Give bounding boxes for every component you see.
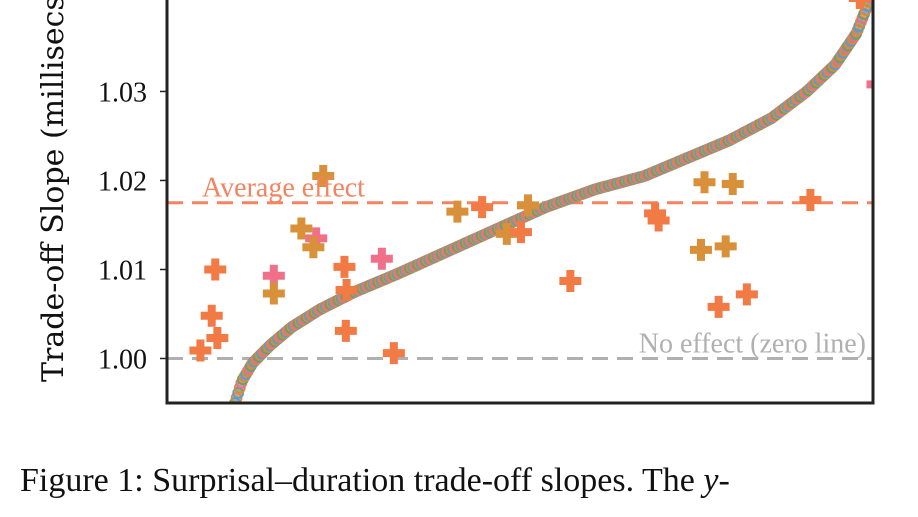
no-effect-label: No effect (zero line) [639,328,866,359]
plus-marker-11 [335,278,358,301]
y-tick-label-3: 1.03 [98,77,147,108]
y-tick-label-0: 1.00 [98,344,147,375]
plus-marker-1 [200,304,223,327]
plus-marker-10 [333,255,356,278]
plus-marker-26 [714,235,737,258]
outlier-markers [189,0,873,365]
plus-marker-6 [312,165,335,188]
plus-marker-4 [262,264,285,287]
chart: Trade-off Slope (millisecs 1.00 1.01 1.02 1.… [36,0,875,405]
plus-marker-3 [189,339,212,362]
plus-marker-0 [204,258,227,281]
plus-marker-8 [290,217,313,240]
y-tick-label-1: 1.01 [98,255,147,286]
plus-marker-16 [471,196,494,219]
caption-italic-y: y [703,462,719,499]
plus-marker-12 [334,319,357,342]
caption-text: Figure 1: Surprisal–duration trade-off s… [20,462,704,499]
plus-marker-25 [689,238,712,261]
plus-marker-18 [509,221,532,244]
plus-marker-9 [302,236,325,259]
plus-marker-2 [206,327,229,350]
plus-marker-30 [848,0,871,9]
plus-marker-29 [799,189,822,212]
average-effect-label: Average effect [202,173,365,204]
ranked-slope-curve [229,0,873,403]
plus-marker-15 [446,200,469,223]
plus-marker-19 [517,194,539,217]
plus-marker-13 [370,247,393,270]
plus-marker-17 [495,222,518,245]
caption-suffix: - [718,462,730,499]
figure-caption: Figure 1: Surprisal–duration trade-off s… [20,462,730,500]
plus-marker-20 [559,270,582,293]
plus-marker-24 [721,173,744,196]
y-axis-label: Trade-off Slope (millisecs [36,0,71,382]
plus-marker-23 [693,171,716,194]
plus-marker-14 [382,342,405,365]
plus-marker-28 [735,283,758,306]
plus-marker-27 [707,295,730,318]
plus-marker-22 [647,209,670,232]
plus-marker-5 [262,282,285,305]
y-tick-label-2: 1.02 [98,166,147,197]
plus-marker-31 [866,80,873,89]
